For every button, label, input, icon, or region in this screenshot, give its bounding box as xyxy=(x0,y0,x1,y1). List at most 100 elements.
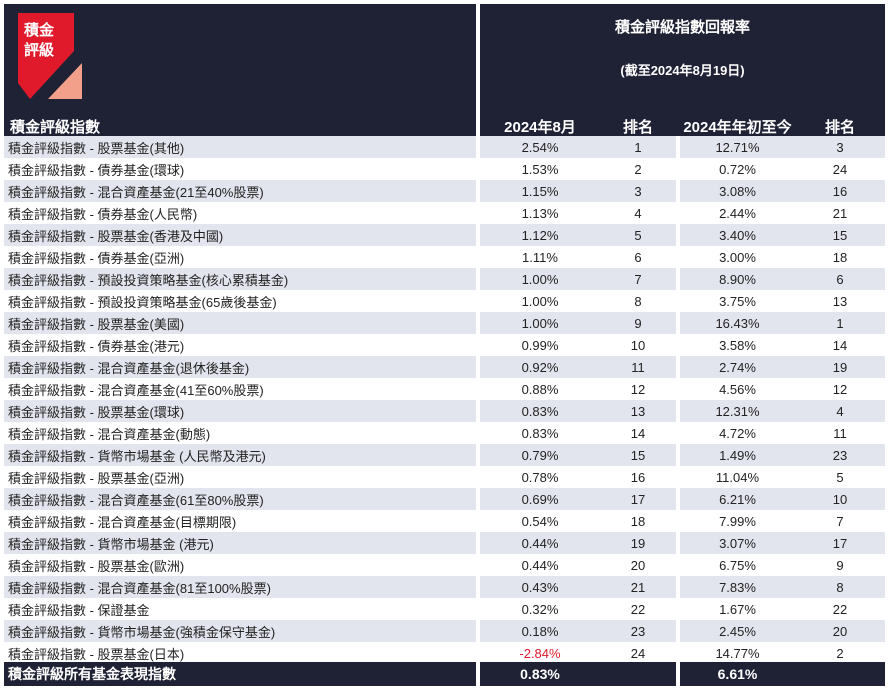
aug-rank: 15 xyxy=(600,444,676,466)
aug-return: 0.43% xyxy=(480,576,600,598)
page-title: 積金評級指數回報率 xyxy=(614,19,750,36)
aug-return: 1.00% xyxy=(521,293,559,309)
table-row: 積金評級指數 - 混合資產基金(21至40%股票) 1.15% 3 3.08% 16 xyxy=(4,180,885,202)
aug-rank: 23 xyxy=(600,620,676,642)
footer-aug: 0.83% xyxy=(480,662,600,686)
aug-rank: 20 xyxy=(630,557,646,573)
ytd-return: 2.44% xyxy=(719,205,756,221)
aug-rank: 17 xyxy=(600,488,676,510)
aug-rank: 4 xyxy=(634,205,642,221)
aug-return: 1.11% xyxy=(522,249,558,265)
aug-rank: 16 xyxy=(630,469,646,485)
table-row: 積金評級指數 - 預設投資策略基金(65歲後基金) 1.00% 8 3.75% 13 xyxy=(4,290,885,312)
ytd-rank: 12 xyxy=(832,381,848,397)
aug-rank: 8 xyxy=(634,293,642,309)
ytd-rank: 6 xyxy=(795,268,885,290)
ytd-rank: 17 xyxy=(795,532,885,554)
ytd-rank: 22 xyxy=(832,601,848,617)
table-row: 積金評級指數 - 債券基金(亞洲) 1.11% 6 3.00% 18 xyxy=(4,246,885,268)
ytd-return: 8.90% xyxy=(680,268,795,290)
aug-rank: 10 xyxy=(630,337,646,353)
footer-row: 積金評級所有基金表現指數 0.83% 6.61% xyxy=(4,662,885,686)
aug-return: -2.84% xyxy=(519,645,561,661)
aug-return: 0.18% xyxy=(480,620,600,642)
aug-rank: 21 xyxy=(600,576,676,598)
ytd-rank: 8 xyxy=(795,576,885,598)
col-header-aug: 2024年8月 xyxy=(504,119,576,136)
ytd-return: 3.75% xyxy=(719,293,756,309)
table-row: 積金評級指數 - 混合資產基金(動態) 0.83% 14 4.72% 11 xyxy=(4,422,885,444)
aug-rank: 18 xyxy=(630,513,646,529)
table-row: 積金評級指數 - 混合資產基金(退休後基金) 0.92% 11 2.74% 19 xyxy=(4,356,885,378)
aug-rank: 6 xyxy=(634,249,642,265)
aug-rank: 12 xyxy=(630,381,646,397)
ytd-rank: 13 xyxy=(832,293,848,309)
ytd-return: 2.45% xyxy=(680,620,795,642)
ytd-rank: 21 xyxy=(832,205,848,221)
aug-rank: 9 xyxy=(600,312,676,334)
svg-text:評級: 評級 xyxy=(24,41,54,59)
index-name: 積金評級指數 - 保證基金 xyxy=(8,602,150,618)
ytd-rank: 11 xyxy=(833,425,847,441)
col-header-index: 積金評級指數 xyxy=(10,119,101,136)
index-table: 積金評級指數 - 股票基金(其他) 2.54% 1 12.71% 3 積金評級指數 - 債… xyxy=(4,136,885,664)
ytd-return: 1.67% xyxy=(719,601,756,617)
aug-rank: 22 xyxy=(630,601,646,617)
ytd-return: 4.56% xyxy=(719,381,756,397)
index-name: 積金評級指數 - 貨幣市場基金 (人民幣及港元) xyxy=(4,444,476,466)
col-header-rank2: 排名 xyxy=(824,119,855,136)
index-name: 積金評級指數 - 債券基金(人民幣) xyxy=(8,206,198,222)
table-row: 積金評級指數 - 混合資產基金(61至80%股票) 0.69% 17 6.21% 10 xyxy=(4,488,885,510)
index-name: 積金評級指數 - 股票基金(日本) xyxy=(8,646,185,662)
index-name: 積金評級指數 - 股票基金(美國) xyxy=(4,312,476,334)
aug-return: 1.53% xyxy=(521,161,559,177)
aug-rank: 24 xyxy=(630,645,646,661)
page-subtitle: (截至2024年8月19日) xyxy=(620,63,745,78)
table-row: 積金評級指數 - 預設投資策略基金(核心累積基金) 1.00% 7 8.90% 6 xyxy=(4,268,885,290)
index-name: 積金評級指數 - 貨幣市場基金 (港元) xyxy=(4,532,476,554)
table-row: 積金評級指數 - 債券基金(環球) 1.53% 2 0.72% 24 xyxy=(4,158,885,180)
logo-icon: 積金 評級 xyxy=(18,13,82,99)
table-row: 積金評級指數 - 股票基金(日本) -2.84% 24 14.77% 2 xyxy=(4,642,885,664)
aug-rank: 14 xyxy=(630,425,646,441)
ytd-rank: 9 xyxy=(836,557,844,573)
ytd-rank: 7 xyxy=(836,513,844,529)
aug-return: 0.44% xyxy=(480,532,600,554)
index-name: 積金評級指數 - 混合資產基金(81至100%股票) xyxy=(4,576,476,598)
index-name: 積金評級指數 - 混合資產基金(61至80%股票) xyxy=(4,488,476,510)
ytd-return: 7.99% xyxy=(719,513,756,529)
aug-rank: 1 xyxy=(600,136,676,158)
table-row: 積金評級指數 - 混合資產基金(41至60%股票) 0.88% 12 4.56% 12 xyxy=(4,378,885,400)
table-row: 積金評級指數 - 貨幣市場基金 (人民幣及港元) 0.79% 15 1.49% 23 xyxy=(4,444,885,466)
aug-rank: 19 xyxy=(600,532,676,554)
ytd-return: 7.83% xyxy=(680,576,795,598)
aug-rank: 7 xyxy=(600,268,676,290)
aug-return: 0.83% xyxy=(480,400,600,422)
table-row: 積金評級指數 - 股票基金(香港及中國) 1.12% 5 3.40% 15 xyxy=(4,224,885,246)
footer-name: 積金評級所有基金表現指數 xyxy=(4,662,476,686)
aug-return: 1.12% xyxy=(480,224,600,246)
aug-rank: 5 xyxy=(600,224,676,246)
ytd-return: 3.58% xyxy=(719,337,756,353)
ytd-rank: 16 xyxy=(795,180,885,202)
table-row: 積金評級指數 - 混合資產基金(81至100%股票) 0.43% 21 7.83% 8 xyxy=(4,576,885,598)
table-row: 積金評級指數 - 股票基金(美國) 1.00% 9 16.43% 1 xyxy=(4,312,885,334)
ytd-rank: 3 xyxy=(795,136,885,158)
ytd-rank: 5 xyxy=(836,469,844,485)
table-row: 積金評級指數 - 保證基金 0.32% 22 1.67% 22 xyxy=(4,598,885,620)
ytd-rank: 15 xyxy=(795,224,885,246)
ytd-return: 4.72% xyxy=(719,425,756,441)
ytd-rank: 4 xyxy=(795,400,885,422)
aug-rank: 2 xyxy=(634,161,642,177)
table-row: 積金評級指數 - 股票基金(環球) 0.83% 13 12.31% 4 xyxy=(4,400,885,422)
aug-rank: 3 xyxy=(600,180,676,202)
ytd-return: 3.40% xyxy=(680,224,795,246)
ytd-return: 14.77% xyxy=(715,645,760,661)
ytd-rank: 2 xyxy=(836,645,844,661)
index-name: 積金評級指數 - 債券基金(港元) xyxy=(8,338,185,354)
ytd-rank: 14 xyxy=(832,337,848,353)
aug-return: 0.78% xyxy=(521,469,559,485)
ytd-return: 6.21% xyxy=(680,488,795,510)
index-name: 積金評級指數 - 債券基金(環球) xyxy=(8,162,185,178)
aug-return: 0.99% xyxy=(521,337,559,353)
